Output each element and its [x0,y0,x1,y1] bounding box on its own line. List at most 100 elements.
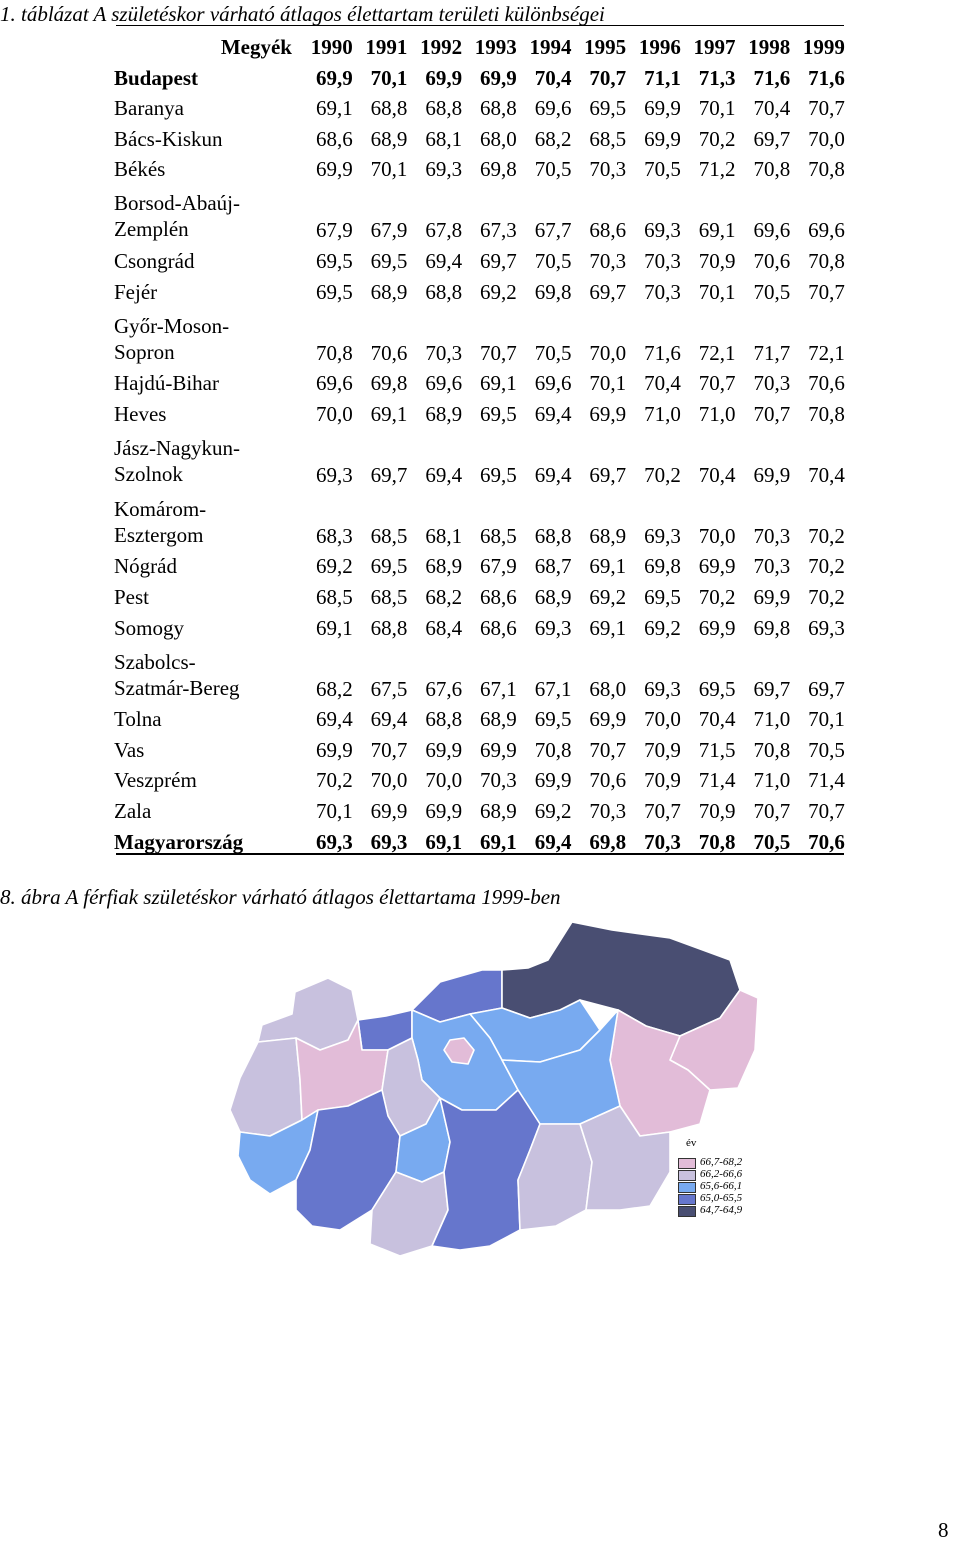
table-header-row: Megyék 1990 1991 1992 1993 1994 1995 199… [114,28,845,58]
table-cell: 70,2 [808,584,845,609]
table-cell: 69,9 [425,737,463,762]
legend-label: 65,0-65,5 [700,1192,743,1204]
header-year: 1995 [584,35,627,59]
table-cell: 69,1 [589,615,627,640]
table-cell: 69,9 [644,126,681,151]
table-cell: 69,8 [534,279,572,304]
table-cell: 69,9 [589,401,627,426]
table-cell: 67,1 [480,676,517,701]
table-cell: 69,3 [315,462,353,487]
legend-label: 65,6-66,1 [700,1180,743,1192]
table-cell: 69,7 [589,279,627,304]
table-cell: 71,4 [698,768,736,793]
table-cell: 70,5 [753,829,791,854]
table-cell: 70,3 [589,248,627,273]
page-number: 8 [938,1518,949,1542]
table-cell: 69,3 [644,218,681,243]
table-cell: 69,5 [370,248,408,273]
table-cell: 70,4 [698,707,736,732]
region-vas [229,1037,303,1137]
table-cell: 70,2 [698,126,736,151]
table-cell: 68,2 [425,584,463,609]
table-cell: 70,5 [753,279,791,304]
table-cell: 69,2 [589,584,627,609]
header-year: 1997 [693,35,736,59]
table-cell: 70,1 [370,65,408,90]
table-row: Győr-Moson- Sopron 70,8 70,6 70,3 70,7 70,5 70,… [114,303,845,364]
table-cell: 67,3 [480,218,517,243]
county-name: Bács-Kiskun [114,126,223,151]
table-cell: 70,3 [589,798,627,823]
table-cell: 70,9 [644,737,681,762]
table-cell: 72,1 [698,340,736,365]
table-cell: 70,1 [808,707,845,732]
table-row: Pest 68,5 68,5 68,2 68,6 68,9 69,2 69,5 70,2 69,9… [114,577,845,608]
table-cell: 69,3 [370,829,408,854]
table-row: Hajdú-Bihar 69,6 69,8 69,6 69,1 69,6 70,1 70,4 7… [114,364,845,395]
table-cell: 69,9 [753,584,791,609]
county-name: Pest [114,584,150,609]
table-cell: 69,2 [315,554,353,579]
table-row: Heves 70,0 69,1 68,9 69,5 69,4 69,9 71,0 71,0 70,… [114,394,845,425]
county-name-line: Győr-Moson- [114,313,230,338]
table-cell: 69,5 [480,462,517,487]
county-name: Hajdú-Bihar [114,371,219,396]
table-cell: 67,1 [534,676,572,701]
table-cell: 68,9 [534,584,572,609]
table-cell: 70,0 [589,340,627,365]
table-cell: 69,9 [480,65,517,90]
county-name: Békés [114,157,166,182]
county-name-line: Jász-Nagykun- [114,435,240,460]
table-cell: 71,6 [808,65,845,90]
table-cell: 69,7 [370,462,408,487]
table-row: Vas 69,9 70,7 69,9 69,9 70,8 70,7 70,9 71,5 70,8 7… [114,730,845,761]
table-cell: 70,0 [808,126,845,151]
table-cell: 69,2 [534,798,572,823]
table-cell: 68,0 [589,676,627,701]
table-cell: 69,4 [370,707,408,732]
table-cell: 67,5 [370,676,408,701]
table-cell: 70,5 [808,737,845,762]
header-year: 1991 [365,35,408,59]
table-cell: 68,8 [534,523,572,548]
legend-swatch [678,1182,696,1193]
county-name: Zala [114,798,152,823]
table-row: Komárom- Esztergom 68,3 68,5 68,1 68,5 68,8 68,… [114,486,845,547]
table-cell: 69,9 [753,462,791,487]
table-row: Zala 70,1 69,9 69,9 68,9 69,2 70,3 70,7 70,9 70,7… [114,791,845,822]
table-cell: 70,3 [644,829,681,854]
legend-swatch [678,1158,696,1169]
life-expectancy-table: Megyék 1990 1991 1992 1993 1994 1995 199… [114,28,845,853]
legend-label: 64,7-64,9 [700,1204,743,1216]
table-cell: 68,2 [534,126,572,151]
table-cell: 70,2 [644,462,681,487]
legend-swatch [678,1170,696,1181]
table-cell: 69,4 [425,248,463,273]
table-cell: 70,8 [698,829,736,854]
table-cell: 69,8 [644,554,681,579]
table-row: Tolna 69,4 69,4 68,8 68,9 69,5 69,9 70,0 70,4 71,… [114,700,845,731]
table-row: Jász-Nagykun- Szolnok 69,3 69,7 69,4 69,5 69,4… [114,425,845,486]
table-cell: 69,4 [534,829,572,854]
table-cell: 67,9 [370,218,408,243]
table-caption: 1. táblázat A születéskor várható átlago… [0,2,605,26]
table-row: Nógrád 69,2 69,5 68,9 67,9 68,7 69,1 69,8 69,9 70… [114,547,845,578]
table-cell: 68,0 [480,126,517,151]
table-cell: 70,2 [808,523,845,548]
table-cell: 67,7 [534,218,572,243]
table-cell: 70,8 [808,401,845,426]
table-cell: 68,9 [480,707,517,732]
table-cell: 69,3 [808,615,845,640]
header-year: 1996 [638,35,681,59]
county-name: Borsod-Abaúj- Zemplén [114,180,298,241]
table-cell: 68,6 [589,218,627,243]
table-cell: 69,1 [315,615,353,640]
county-name: Budapest [114,65,199,90]
table-cell: 70,7 [589,65,627,90]
table-cell: 69,1 [480,829,517,854]
table-cell: 70,4 [808,462,845,487]
table-cell: 69,1 [370,401,408,426]
table-cell: 70,3 [644,248,681,273]
table-cell: 70,3 [753,371,791,396]
table-cell: 69,7 [480,248,517,273]
